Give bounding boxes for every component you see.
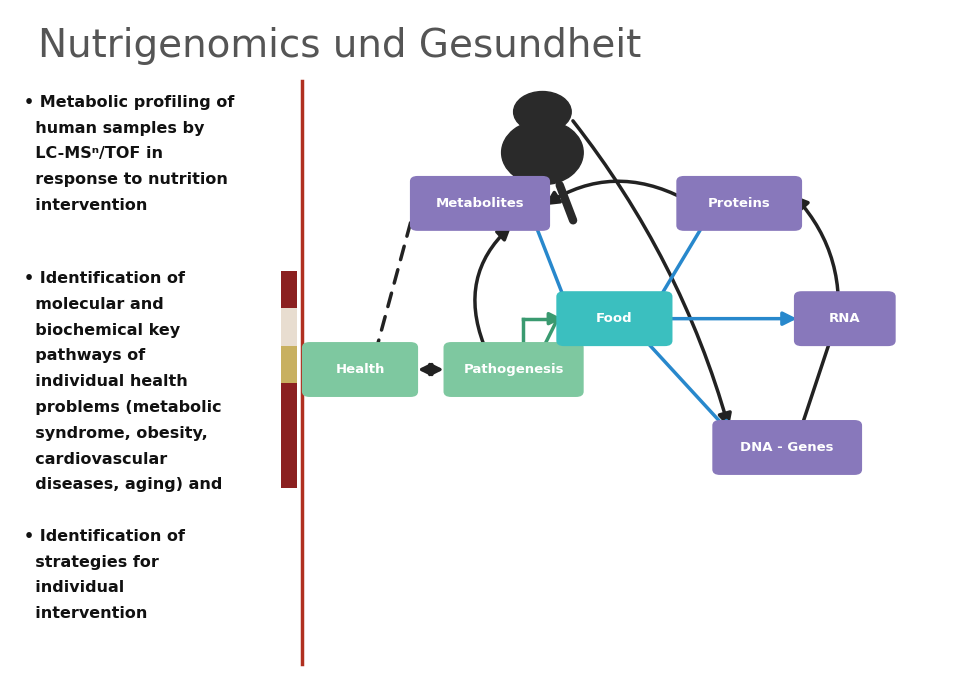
Text: DNA - Genes: DNA - Genes xyxy=(740,441,834,454)
Text: LC-MSⁿ/TOF in: LC-MSⁿ/TOF in xyxy=(24,146,163,161)
FancyArrowPatch shape xyxy=(475,228,509,344)
Text: strategies for: strategies for xyxy=(24,555,158,570)
Text: • Identification of: • Identification of xyxy=(24,271,185,286)
Text: Nutrigenomics und Gesundheit: Nutrigenomics und Gesundheit xyxy=(38,27,641,65)
FancyArrowPatch shape xyxy=(519,187,580,338)
Text: • Identification of: • Identification of xyxy=(24,529,185,544)
FancyArrowPatch shape xyxy=(788,302,845,467)
Circle shape xyxy=(514,92,571,132)
FancyArrowPatch shape xyxy=(573,121,731,424)
Ellipse shape xyxy=(501,120,583,184)
FancyBboxPatch shape xyxy=(301,342,419,397)
Text: cardiovascular: cardiovascular xyxy=(24,452,167,466)
FancyArrowPatch shape xyxy=(548,181,684,203)
Text: Health: Health xyxy=(335,363,385,376)
FancyArrowPatch shape xyxy=(797,198,838,338)
FancyBboxPatch shape xyxy=(410,176,550,231)
Text: Proteins: Proteins xyxy=(708,197,771,210)
Text: problems (metabolic: problems (metabolic xyxy=(24,400,222,415)
Text: intervention: intervention xyxy=(24,606,148,621)
Text: Food: Food xyxy=(596,312,633,325)
FancyArrowPatch shape xyxy=(607,298,730,433)
Text: syndrome, obesity,: syndrome, obesity, xyxy=(24,426,207,441)
Text: individual health: individual health xyxy=(24,374,188,389)
Text: Metabolites: Metabolites xyxy=(436,197,524,210)
FancyBboxPatch shape xyxy=(794,292,896,346)
Text: molecular and: molecular and xyxy=(24,297,164,312)
FancyArrowPatch shape xyxy=(635,186,726,338)
Text: pathways of: pathways of xyxy=(24,348,145,363)
FancyArrowPatch shape xyxy=(524,299,567,386)
Text: RNA: RNA xyxy=(829,312,860,325)
FancyBboxPatch shape xyxy=(281,383,297,488)
FancyBboxPatch shape xyxy=(281,271,297,308)
Text: individual: individual xyxy=(24,580,124,595)
Text: human samples by: human samples by xyxy=(24,121,204,136)
Text: Pathogenesis: Pathogenesis xyxy=(464,363,564,376)
Text: response to nutrition: response to nutrition xyxy=(24,172,228,187)
FancyBboxPatch shape xyxy=(281,308,297,346)
Text: • Metabolic profiling of: • Metabolic profiling of xyxy=(24,95,234,110)
Text: biochemical key: biochemical key xyxy=(24,323,180,338)
FancyArrowPatch shape xyxy=(421,365,440,374)
FancyArrowPatch shape xyxy=(364,199,417,386)
FancyArrowPatch shape xyxy=(669,313,793,324)
FancyBboxPatch shape xyxy=(281,346,297,383)
FancyBboxPatch shape xyxy=(712,420,862,475)
Text: intervention: intervention xyxy=(24,198,148,213)
Text: diseases, aging) and: diseases, aging) and xyxy=(24,477,223,492)
FancyBboxPatch shape xyxy=(676,176,803,231)
FancyBboxPatch shape xyxy=(557,292,672,346)
FancyBboxPatch shape xyxy=(444,342,584,397)
